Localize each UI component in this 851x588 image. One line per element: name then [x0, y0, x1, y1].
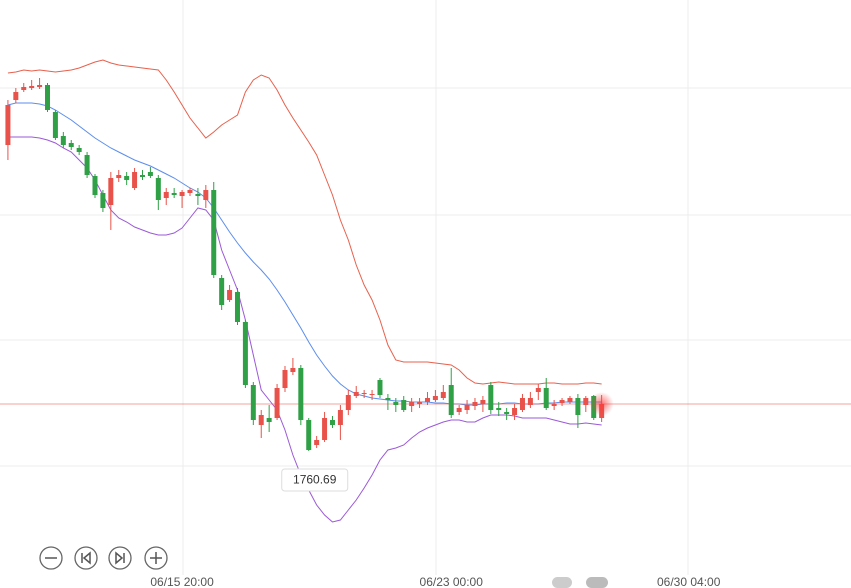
- toggle-icons[interactable]: [552, 577, 608, 588]
- candle-body: [155, 178, 161, 200]
- toggle[interactable]: [552, 577, 572, 588]
- band-line: [7, 102, 602, 406]
- candle-body: [448, 385, 454, 415]
- candle-body: [227, 290, 233, 300]
- band-line: [7, 59, 602, 385]
- candle-body: [68, 143, 74, 147]
- candle-body: [84, 155, 90, 175]
- candle-body: [298, 368, 304, 420]
- candle-body: [234, 292, 240, 322]
- candle-body: [13, 92, 19, 100]
- x-tick-label: 06/15 20:00: [150, 575, 214, 588]
- candle-body: [329, 420, 335, 425]
- candle-body: [100, 193, 106, 208]
- candle-body: [116, 175, 122, 178]
- candle-body: [559, 400, 565, 403]
- min-label-box: [281, 468, 349, 492]
- candle-body: [132, 172, 138, 188]
- next-button[interactable]: [108, 546, 132, 570]
- toggle[interactable]: [586, 577, 608, 588]
- candle-body: [551, 404, 557, 406]
- candle-body: [250, 385, 256, 420]
- candle-body: [393, 402, 399, 405]
- zoom-controls: [39, 546, 168, 570]
- candle-body: [432, 396, 438, 400]
- candle-body: [456, 408, 462, 412]
- candle-body: [92, 176, 98, 195]
- plot: 06/15 20:00 06/23 00:00 06/30 04:00 1760.69: [0, 59, 851, 588]
- zoom-out-button[interactable]: [39, 546, 63, 570]
- candle-body: [504, 412, 510, 414]
- candle-body: [211, 190, 217, 275]
- candle-body: [108, 178, 114, 205]
- candle-body: [472, 402, 478, 406]
- candle-body: [187, 190, 193, 193]
- candle-body: [60, 136, 66, 145]
- candle-body: [337, 410, 343, 425]
- candle-body: [147, 172, 153, 176]
- candle-body: [440, 392, 446, 398]
- candle-body: [21, 87, 27, 90]
- candle-body: [512, 408, 518, 415]
- candle-body: [314, 440, 320, 445]
- candle-body: [219, 278, 225, 305]
- candle-body: [37, 85, 43, 87]
- candle-body: [124, 176, 130, 180]
- x-tick-label: 06/23 00:00: [420, 575, 484, 588]
- candle-body: [543, 388, 549, 408]
- candle-body: [179, 192, 185, 196]
- candle-body: [258, 415, 264, 425]
- candle-body: [409, 402, 415, 406]
- candle-body: [171, 193, 177, 195]
- candle-body: [5, 105, 11, 145]
- candle-body: [290, 368, 296, 372]
- candle-body: [139, 175, 145, 177]
- candle-body: [527, 398, 533, 405]
- candle-body: [480, 400, 486, 404]
- grid: [0, 0, 851, 575]
- zoom-in-button[interactable]: [144, 546, 168, 570]
- candle-body: [417, 402, 423, 404]
- candle-body: [163, 192, 169, 198]
- candle-body: [76, 148, 82, 152]
- candle-body: [353, 392, 359, 396]
- candle-body: [377, 380, 383, 395]
- candle-body: [242, 322, 248, 385]
- candle-body: [203, 190, 209, 200]
- candle-body: [488, 385, 494, 410]
- candle-body: [306, 420, 312, 450]
- candle-body: [266, 418, 272, 422]
- last-price-glow: [589, 392, 614, 416]
- candle-body: [535, 388, 541, 392]
- candle-body: [575, 398, 581, 415]
- candle-body: [52, 112, 58, 138]
- candle-body: [464, 405, 470, 410]
- candle-body: [567, 398, 573, 402]
- candle-body: [401, 400, 407, 410]
- candle-body: [369, 394, 375, 395]
- x-tick-label: 06/30 04:00: [657, 575, 721, 588]
- candle-body: [282, 370, 288, 388]
- candle-body: [361, 393, 367, 394]
- candle-body: [519, 398, 525, 410]
- candle-body: [44, 85, 50, 110]
- candle-body: [322, 418, 328, 440]
- prev-button[interactable]: [74, 546, 98, 570]
- candle-body: [345, 395, 351, 410]
- candle-body: [29, 86, 35, 88]
- candle-body: [195, 194, 201, 196]
- min-label: 1760.69: [293, 473, 337, 487]
- candle-body: [424, 398, 430, 402]
- candle-body: [385, 398, 391, 400]
- candle-body: [274, 388, 280, 418]
- candle-body: [496, 408, 502, 410]
- candle-body: [583, 398, 589, 405]
